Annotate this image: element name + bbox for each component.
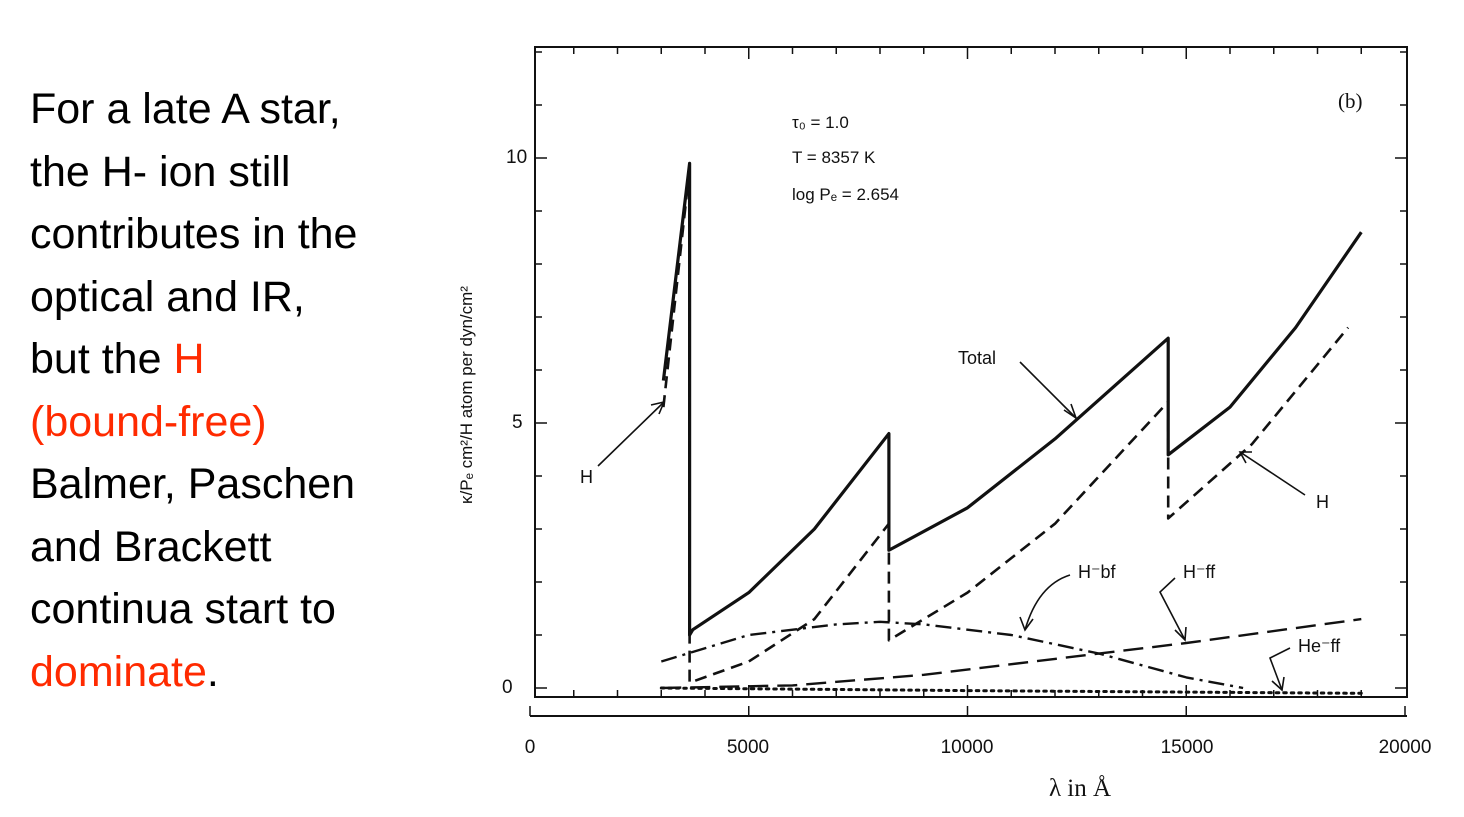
text-line: For a late A star, — [30, 85, 341, 133]
label-hminus-bf: H⁻bf — [1078, 562, 1117, 582]
arrow-hminus-ff — [1159, 577, 1186, 641]
y-tick-label: 10 — [506, 147, 527, 168]
y-axis-title: κ/Pₑ cm²/H atom per dyn/cm² — [457, 286, 476, 504]
arrow-head — [1271, 676, 1285, 692]
label-heminus-ff: He⁻ff — [1298, 636, 1341, 656]
y-tick-label: 5 — [512, 412, 523, 433]
label-h-right: H — [1316, 492, 1329, 512]
text-line: dominate. — [30, 641, 450, 704]
arrow-total — [1019, 361, 1077, 419]
text-line: optical and IR, — [30, 272, 305, 321]
arrow-heminus-ff — [1268, 647, 1291, 691]
plot-frame — [534, 46, 1408, 698]
text-segment: but the — [30, 335, 174, 383]
arrow-head — [1238, 451, 1252, 464]
x-tick-label: 15000 — [1161, 737, 1214, 758]
series-hbf-dashdot — [660, 620, 1244, 690]
series-layer — [659, 161, 1363, 695]
x-tick-label: 20000 — [1379, 737, 1432, 758]
panel-label: (b) — [1338, 89, 1363, 113]
x-tick-label: 5000 — [727, 737, 769, 758]
arrow-hminus-bf — [1024, 574, 1071, 631]
text-line: but the H — [30, 328, 450, 391]
arrow-h-right — [1239, 451, 1306, 496]
param-pressure: log Pₑ = 2.654 — [792, 185, 899, 204]
label-total: Total — [958, 348, 996, 368]
arrow-head — [1019, 616, 1034, 632]
arrow-h-left — [597, 401, 665, 467]
arrow-head — [650, 400, 666, 415]
highlight-dominate: dominate — [30, 647, 207, 696]
param-tau: τ₀ = 1.0 — [792, 113, 849, 132]
highlight-h: H — [173, 335, 205, 383]
slide-text: For a late A star, the H- ion still cont… — [30, 78, 450, 703]
highlight-bound-free: (bound-free) — [30, 397, 267, 446]
x-tick-label: 10000 — [941, 737, 994, 758]
series-total-solid — [661, 161, 1363, 637]
x-tick-label: 0 — [525, 737, 536, 758]
y-tick-label: 0 — [502, 677, 513, 698]
text-segment: . — [206, 647, 219, 696]
series-hff-longdash — [661, 617, 1362, 690]
text-line: the H- ion still — [30, 147, 291, 196]
text-line: Balmer, Paschen — [30, 460, 356, 508]
arrow-head — [1174, 626, 1187, 642]
axis-ticks — [529, 47, 1407, 716]
label-h-left: H — [580, 467, 593, 487]
x-axis-title: λ in Å — [1049, 775, 1111, 802]
text-line: contributes in the — [30, 210, 358, 258]
series-heff-dotted — [659, 686, 1363, 695]
arrow-head — [1063, 403, 1078, 421]
label-hminus-ff: H⁻ff — [1183, 562, 1216, 582]
param-temperature: T = 8357 K — [792, 148, 876, 167]
text-line: continua start to — [30, 585, 336, 633]
text-line: and Brackett — [30, 522, 272, 571]
series-h-dashed — [662, 167, 1350, 685]
